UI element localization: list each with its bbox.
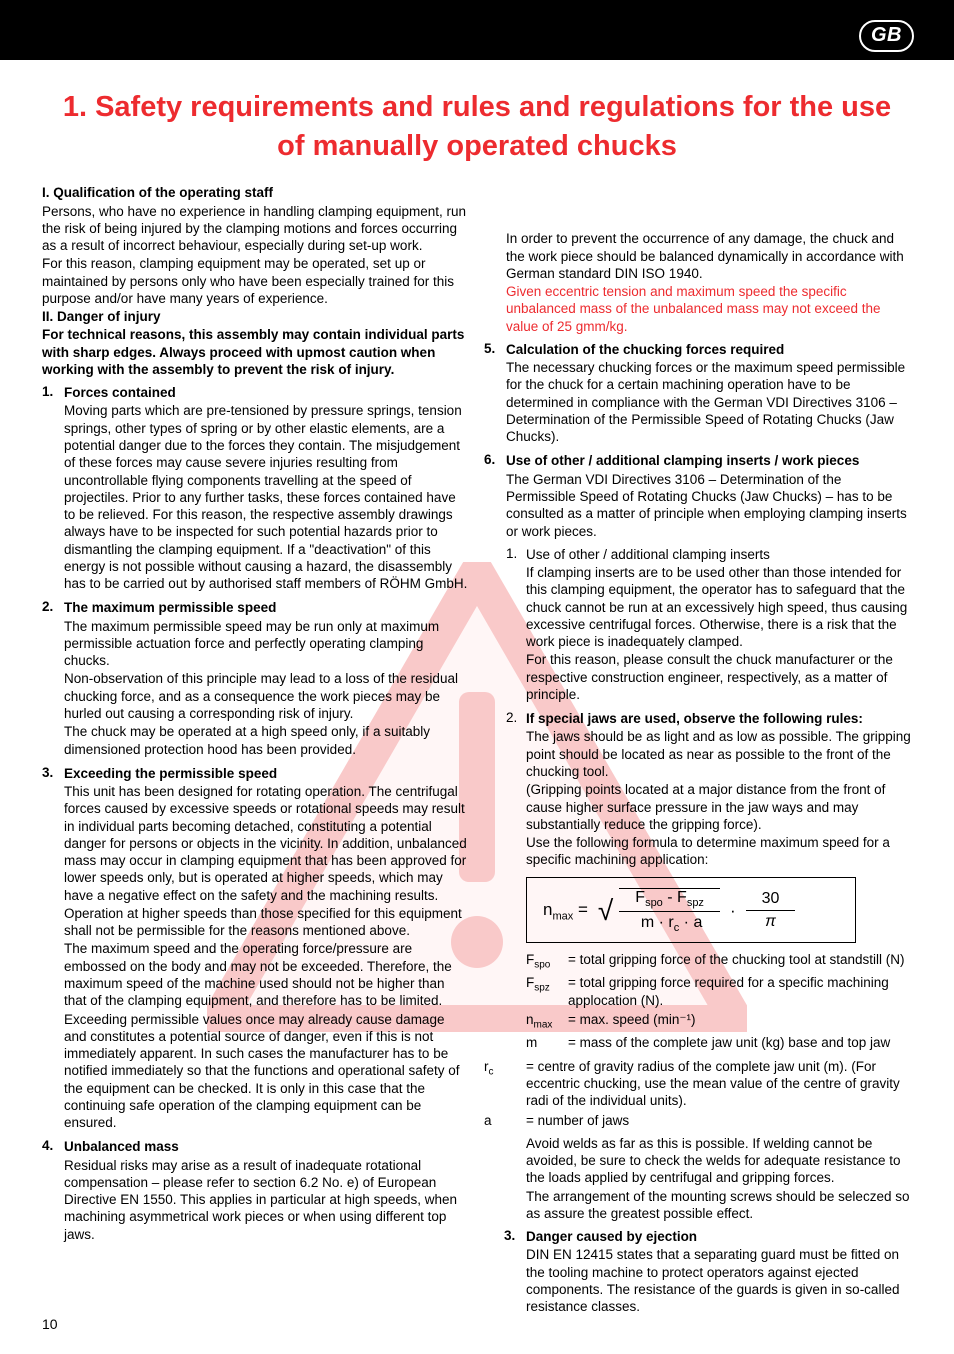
item-3-body: Operation at higher speeds than those sp… xyxy=(64,905,470,940)
list-marker: 4. xyxy=(42,1138,64,1244)
section-2-heading: II. Danger of injury xyxy=(42,308,470,325)
sub-2-body: The jaws should be as light and as low a… xyxy=(526,728,912,780)
item-4-warning-red: Given eccentric tension and maximum spee… xyxy=(506,283,912,335)
item-3-title: Exceeding the permissible speed xyxy=(64,765,470,782)
section-1-para: For this reason, clamping equipment may … xyxy=(42,255,470,307)
section-2-para-bold: For technical reasons, this assembly may… xyxy=(42,326,470,378)
sub-2-body: (Gripping points located at a major dist… xyxy=(526,781,912,833)
sub-2-body: Use the following formula to determine m… xyxy=(526,834,912,869)
item-3-body: The maximum speed and the operating forc… xyxy=(64,940,470,1009)
item-4-continued: In order to prevent the occurrence of an… xyxy=(506,230,912,282)
item-1-title: Forces contained xyxy=(64,384,470,401)
sub-2-title: If special jaws are used, observe the fo… xyxy=(526,710,912,727)
item-4-body: Residual risks may arise as a result of … xyxy=(64,1157,470,1243)
sublist-marker: 2. xyxy=(506,710,526,1054)
after-defs-para: Avoid welds as far as this is possible. … xyxy=(526,1135,912,1187)
list-marker: 2. xyxy=(42,599,64,758)
sub-1-title: Use of other / additional clamping inser… xyxy=(526,546,912,563)
page-number: 10 xyxy=(42,1316,58,1332)
item-3-body: Exceeding permissible values once may al… xyxy=(64,1011,470,1132)
after-defs-para: The arrangement of the mounting screws s… xyxy=(526,1188,912,1223)
formula-definitions: Fspo= total gripping force of the chucki… xyxy=(526,951,912,1052)
page-title: 1. Safety requirements and rules and reg… xyxy=(50,88,904,166)
item-3-body: This unit has been designed for rotating… xyxy=(64,783,470,904)
right-column: In order to prevent the occurrence of an… xyxy=(484,184,912,1316)
item-2-body: Non-observation of this principle may le… xyxy=(64,670,470,722)
language-badge: GB xyxy=(859,20,914,52)
list-marker: 1. xyxy=(42,384,64,593)
item-6-body: The German VDI Directives 3106 – Determi… xyxy=(506,471,912,540)
item-2-title: The maximum permissible speed xyxy=(64,599,470,616)
item-6-title: Use of other / additional clamping inser… xyxy=(506,452,912,469)
top-black-bar: GB xyxy=(0,0,954,60)
list-marker: 3. xyxy=(42,765,64,1133)
sublist-marker: 3. xyxy=(504,1228,526,1316)
section-1-heading: I. Qualification of the operating staff xyxy=(42,184,470,201)
section-1-para: Persons, who have no experience in handl… xyxy=(42,203,470,255)
item-2-body: The chuck may be operated at a high spee… xyxy=(64,723,470,758)
item-4-title: Unbalanced mass xyxy=(64,1138,470,1155)
item-1-body: Moving parts which are pre-tensioned by … xyxy=(64,402,470,592)
sub-1-body: If clamping inserts are to be used other… xyxy=(526,564,912,650)
item-5-title: Calculation of the chucking forces requi… xyxy=(506,341,912,358)
list-marker: 5. xyxy=(484,341,506,447)
item-5-body: The necessary chucking forces or the max… xyxy=(506,359,912,445)
sub-1-body: For this reason, please consult the chuc… xyxy=(526,651,912,703)
sub-3-title: Danger caused by ejection xyxy=(526,1228,912,1245)
formula-box: nmax = √ Fspo - Fspz m · rc · a xyxy=(526,877,856,943)
sublist-marker: 1. xyxy=(506,546,526,704)
sub-3-body: DIN EN 12415 states that a separating gu… xyxy=(526,1246,912,1315)
left-column: I. Qualification of the operating staff … xyxy=(42,184,470,1316)
list-marker: 6. xyxy=(484,452,506,1053)
item-2-body: The maximum permissible speed may be run… xyxy=(64,618,470,670)
